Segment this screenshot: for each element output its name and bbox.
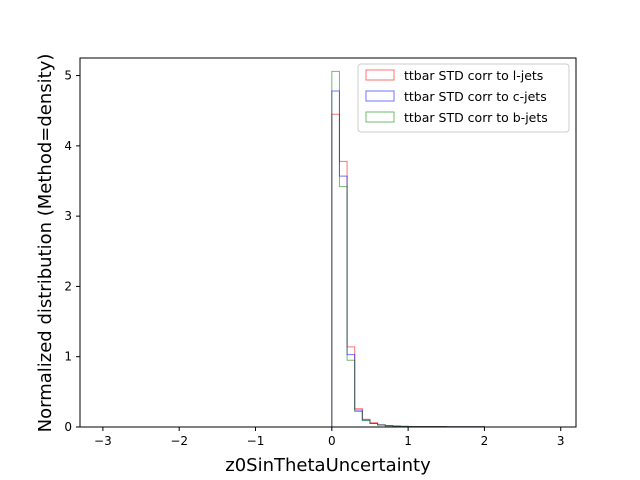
y-tick-label: 5 (64, 69, 72, 83)
y-axis-label: Normalized distribution (Method=density) (35, 54, 56, 433)
y-tick-label: 4 (64, 139, 72, 153)
legend-swatch (365, 90, 395, 102)
legend-swatch (365, 69, 395, 81)
series-0-line (102, 113, 554, 428)
x-tick-label: −1 (247, 434, 265, 448)
y-tick-label: 2 (64, 279, 72, 293)
x-axis: −3 −2 −1 0 1 2 3 (94, 427, 565, 448)
x-tick-label: 1 (404, 434, 412, 448)
legend-entry-label: ttbar STD corr to b-jets (404, 110, 548, 125)
series-1-line (102, 90, 554, 428)
legend-entry-label: ttbar STD corr to l-jets (404, 68, 543, 83)
x-tick-label: 2 (481, 434, 489, 448)
x-tick-label: 3 (557, 434, 565, 448)
legend-entry-label: ttbar STD corr to c-jets (404, 89, 547, 104)
y-tick-label: 3 (64, 209, 72, 223)
legend-frame (357, 63, 570, 133)
x-axis-label: z0SinThetaUncertainty (225, 455, 431, 476)
legend: ttbar STD corr to l-jets ttbar STD corr t… (357, 63, 570, 133)
x-tick-label: −2 (170, 434, 188, 448)
y-tick-label: 0 (64, 420, 72, 434)
y-axis: 0 1 2 3 4 5 (64, 69, 80, 434)
x-tick-label: −3 (94, 434, 112, 448)
x-tick-label: 0 (328, 434, 336, 448)
plot-frame (79, 57, 577, 428)
legend-swatch (365, 111, 395, 123)
y-tick-label: 1 (64, 350, 72, 364)
